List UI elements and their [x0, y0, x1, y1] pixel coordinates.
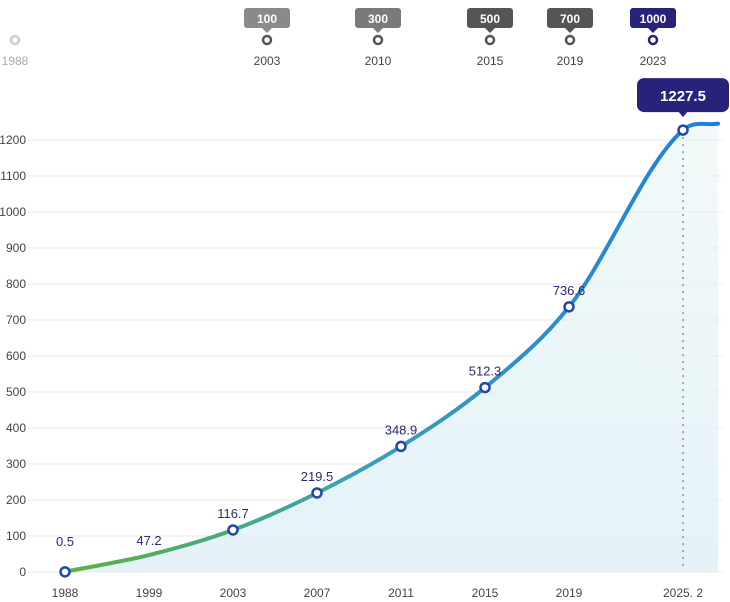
- y-tick-label: 200: [6, 493, 26, 507]
- y-tick-label: 300: [6, 457, 26, 471]
- y-tick-label: 500: [6, 385, 26, 399]
- timeline-point-2023: 2023 1000: [630, 8, 676, 68]
- x-tick-label: 2019: [556, 586, 583, 600]
- callout-pointer: [678, 111, 688, 118]
- data-point: [59, 566, 71, 578]
- data-label: 1227.5: [660, 88, 706, 105]
- y-tick-label: 1200: [0, 133, 26, 147]
- data-point: [479, 381, 491, 394]
- x-tick-label: 2007: [304, 586, 331, 600]
- timeline-year: 2023: [640, 54, 667, 68]
- area-fill: [65, 123, 718, 573]
- y-tick-label: 400: [6, 421, 26, 435]
- y-tick-label: 1100: [0, 169, 26, 183]
- timeline-badge: [630, 8, 676, 33]
- timeline-badge-label: 500: [480, 12, 500, 26]
- y-tick-label: 900: [6, 241, 26, 255]
- timeline-marker-icon: [564, 34, 576, 46]
- timeline-marker-icon: [647, 34, 659, 46]
- data-label: 736.6: [553, 283, 586, 298]
- timeline-badge-label: 300: [368, 12, 388, 26]
- data-point: [563, 301, 575, 313]
- timeline-year: 2003: [254, 54, 281, 68]
- x-tick-label: 1999: [136, 586, 163, 600]
- timeline-year: 2015: [477, 54, 504, 68]
- data-label: 348.9: [385, 422, 418, 437]
- timeline-badge: [355, 8, 401, 33]
- timeline-point-2019: 2019 700: [547, 8, 593, 68]
- data-point: [227, 524, 239, 536]
- data-label: 512.3: [469, 364, 502, 379]
- y-tick-label: 800: [6, 277, 26, 291]
- x-tick-label: 2003: [220, 586, 247, 600]
- data-label: 0.5: [56, 534, 74, 549]
- timeline-badge-label: 1000: [640, 12, 667, 26]
- timeline-badge: [467, 8, 513, 33]
- timeline-marker-icon: [372, 34, 384, 46]
- y-tick-label: 1000: [0, 205, 26, 219]
- timeline-badge-label: 100: [257, 12, 277, 26]
- x-tick-label: 2015: [472, 586, 499, 600]
- timeline-year: 2010: [365, 54, 392, 68]
- data-label: 47.2: [136, 533, 161, 548]
- timeline-year: 1988: [2, 54, 29, 68]
- data-point: [311, 487, 323, 499]
- timeline-marker-icon: [9, 34, 21, 46]
- value-callout: [637, 78, 729, 113]
- x-tick-label: 2025. 2: [663, 586, 703, 600]
- data-point: [677, 124, 689, 136]
- y-tick-label: 100: [6, 529, 26, 543]
- timeline-point-1988: 1988: [2, 34, 29, 68]
- timeline-badge: [244, 8, 290, 33]
- data-point: [395, 440, 407, 453]
- series-line: [63, 121, 720, 574]
- x-tick-label: 2011: [388, 586, 414, 600]
- timeline-point-2010: 2010 300: [355, 8, 401, 68]
- data-label: 116.7: [217, 506, 249, 521]
- timeline-point-2015: 2015 500: [467, 8, 513, 68]
- y-tick-label: 600: [6, 349, 26, 363]
- timeline-point-2003: 2003 100: [244, 8, 290, 68]
- timeline-year: 2019: [557, 54, 584, 68]
- y-tick-label: 700: [6, 313, 26, 327]
- y-tick-label: 0: [19, 565, 26, 579]
- x-tick-label: 1988: [52, 586, 79, 600]
- data-label: 219.5: [301, 469, 334, 484]
- timeline-badge: [547, 8, 593, 33]
- timeline-marker-icon: [484, 34, 496, 46]
- timeline-marker-icon: [261, 34, 273, 46]
- timeline-badge-label: 700: [560, 12, 580, 26]
